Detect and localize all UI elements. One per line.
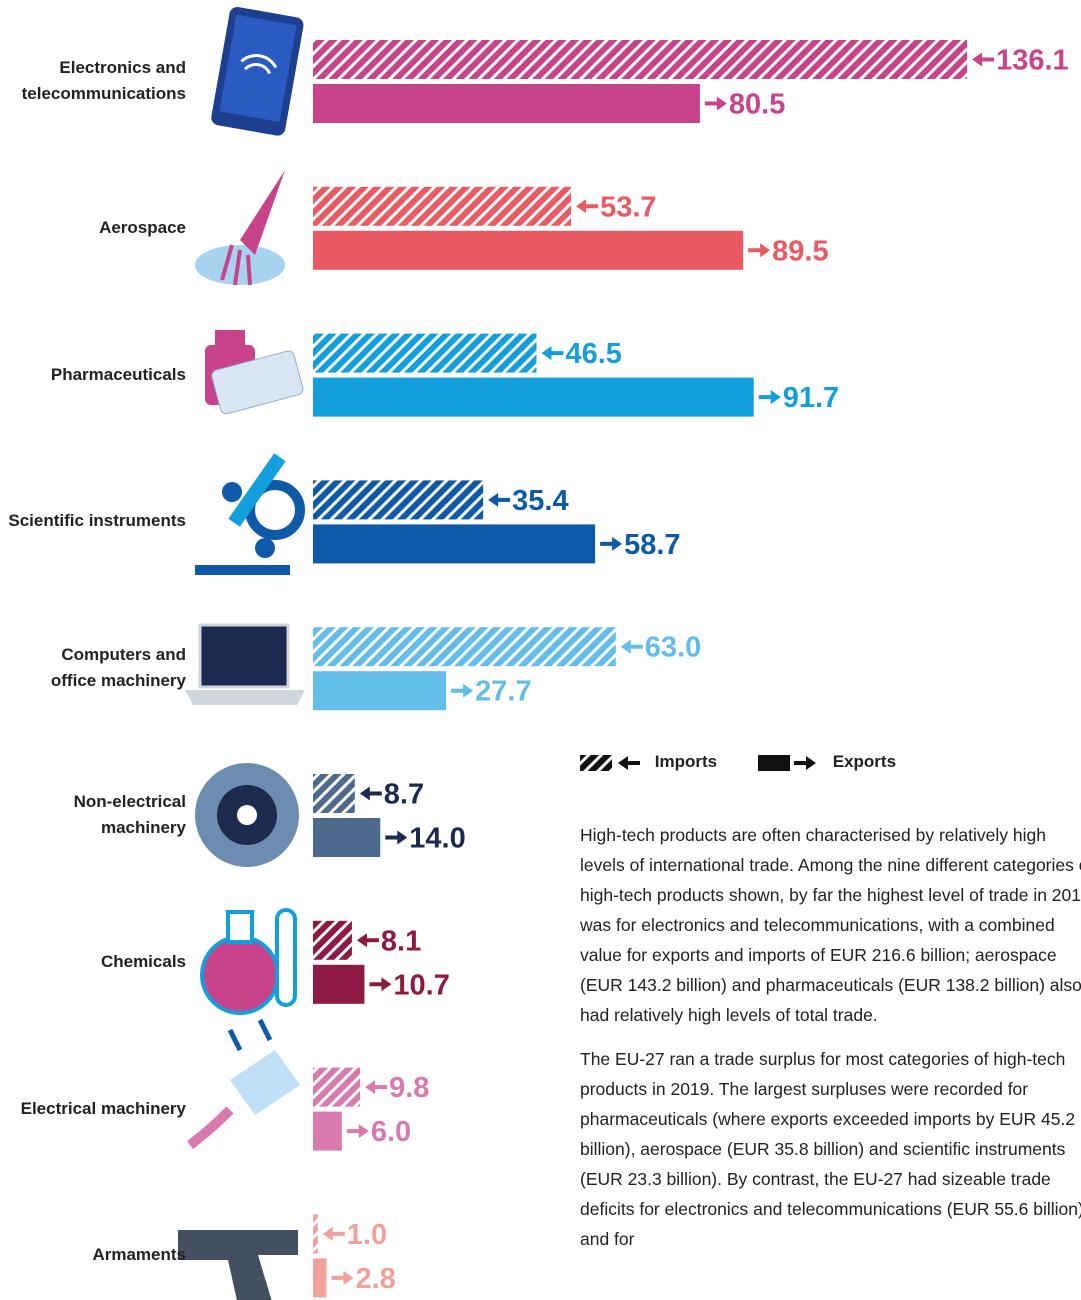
bar	[313, 230, 744, 270]
value-label: 8.1	[381, 925, 421, 957]
category-label: Armaments	[92, 1245, 186, 1265]
bar	[313, 627, 616, 667]
legend-swatch-fill	[580, 754, 612, 771]
arrow	[748, 243, 771, 258]
arrow	[576, 199, 599, 214]
legend-swatch	[580, 754, 640, 771]
category-label: Chemicals	[100, 951, 186, 971]
icons	[178, 6, 305, 1300]
bar	[313, 84, 700, 123]
bar	[313, 818, 381, 857]
bar	[313, 333, 537, 373]
arrow	[794, 755, 816, 770]
arrow	[331, 1270, 354, 1285]
arrow	[359, 786, 382, 801]
value-label: 63.0	[645, 632, 701, 664]
category-label: Electronics and telecommunications	[21, 58, 186, 103]
value-label: 136.1	[996, 45, 1069, 77]
arrow	[972, 52, 995, 67]
legend-swatch-fill	[758, 754, 790, 771]
legend-exports: Exports	[758, 752, 896, 773]
value-label: 2.8	[355, 1263, 395, 1295]
bar	[313, 1067, 361, 1107]
value-label: 35.4	[512, 485, 568, 517]
arrow	[356, 933, 379, 948]
bar	[313, 671, 447, 711]
category-label: Computers and office machinery	[50, 645, 186, 691]
arrow	[451, 683, 474, 698]
arrow	[620, 639, 643, 654]
value-label: 53.7	[600, 191, 656, 223]
bar	[313, 1214, 318, 1254]
value-label: 58.7	[624, 529, 680, 561]
legend-label: Imports	[654, 752, 718, 771]
category-label: Pharmaceuticals	[50, 364, 186, 384]
bar	[313, 920, 352, 960]
bar	[313, 774, 355, 813]
arrow	[758, 390, 781, 405]
arrow	[618, 755, 640, 770]
arrow	[385, 830, 408, 845]
legend-swatch	[758, 754, 816, 771]
bar	[313, 964, 365, 1004]
paragraph: High-tech products are often characteris…	[580, 825, 1081, 1025]
arrow	[346, 1124, 369, 1139]
value-label: 46.5	[565, 338, 621, 370]
value-label: 10.7	[393, 969, 449, 1001]
body-text: High-tech products are often characteris…	[580, 820, 1081, 1268]
category-label: Non-electrical machinery	[73, 792, 186, 837]
category-label: Scientific instruments	[8, 511, 186, 531]
value-label: 9.8	[389, 1072, 429, 1104]
value-label: 89.5	[772, 235, 828, 267]
value-label: 91.7	[783, 382, 839, 414]
arrow	[365, 1080, 388, 1095]
value-label: 14.0	[409, 823, 465, 855]
arrow	[704, 96, 727, 111]
value-label: 1.0	[347, 1219, 387, 1251]
bar	[313, 40, 968, 79]
value-label: 27.7	[475, 676, 531, 708]
bar	[313, 377, 754, 417]
category-label: Electrical machinery	[20, 1098, 186, 1118]
arrow	[541, 346, 564, 361]
arrow	[369, 977, 392, 992]
legend-label: Exports	[832, 752, 897, 771]
bar	[313, 1258, 327, 1298]
arrow	[488, 492, 511, 507]
bar	[313, 1111, 342, 1151]
value-label: 80.5	[729, 89, 785, 121]
arrow	[322, 1226, 345, 1241]
legend-imports: Imports	[580, 752, 717, 773]
category-label: Aerospace	[99, 217, 186, 237]
bar	[313, 524, 596, 564]
value-label: 8.7	[384, 779, 424, 811]
bar	[313, 480, 484, 520]
value-label: 6.0	[371, 1116, 411, 1148]
arrow	[600, 536, 623, 551]
paragraph: The EU-27 ran a trade surplus for most c…	[580, 1049, 1081, 1249]
bar	[313, 186, 572, 226]
